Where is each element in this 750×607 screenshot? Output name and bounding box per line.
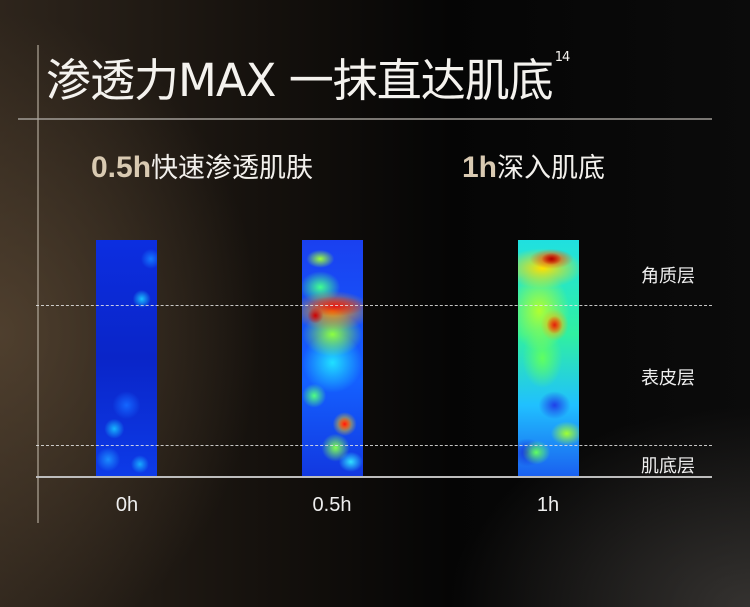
x-axis-line <box>36 476 712 478</box>
subtitle-time: 1h <box>462 151 498 184</box>
footnote-marker: 14 <box>554 50 571 65</box>
heatmap-1h <box>518 240 579 476</box>
vertical-divider <box>37 45 39 523</box>
heatmap-0h <box>96 240 157 476</box>
subtitle-0-5h: 0.5h快速渗透肌肤 <box>91 146 313 185</box>
layer-label-dermis: 肌底层 <box>641 456 695 477</box>
heatmap-0-5h <box>302 240 363 476</box>
time-label-0h: 0h <box>115 494 139 516</box>
layer-label-epidermis: 表皮层 <box>641 368 695 389</box>
title-text: 渗透力MAX 一抹直达肌底 <box>46 54 554 107</box>
page-title: 渗透力MAX 一抹直达肌底 14 <box>46 44 571 109</box>
subtitle-time: 0.5h <box>91 151 152 184</box>
layer-divider-epidermis <box>36 445 712 446</box>
layer-label-stratum-corneum: 角质层 <box>641 266 695 287</box>
subtitle-1h: 1h深入肌底 <box>462 146 605 185</box>
layer-divider-stratum-corneum <box>36 305 712 306</box>
time-label-1h: 1h <box>536 494 560 516</box>
title-divider <box>18 118 712 120</box>
time-label-0-5h: 0.5h <box>312 494 352 516</box>
subtitle-text: 快速渗透肌肤 <box>151 153 314 184</box>
subtitle-text: 深入肌底 <box>497 153 606 184</box>
